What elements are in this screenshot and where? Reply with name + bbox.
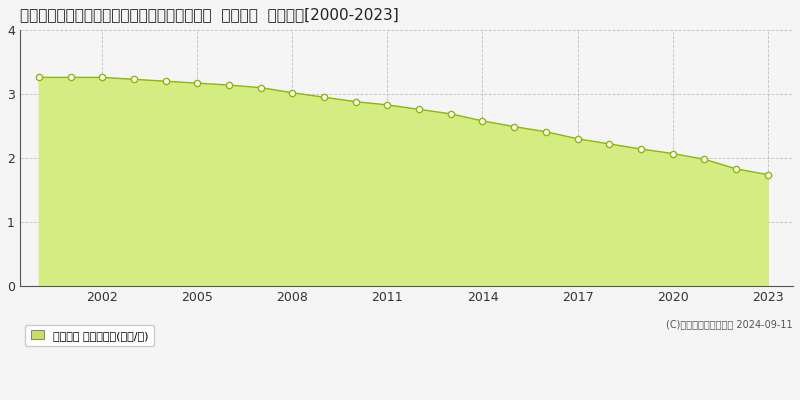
- Text: (C)土地価格ドットコム 2024-09-11: (C)土地価格ドットコム 2024-09-11: [666, 319, 793, 329]
- Text: 鹿児島県熊毛郡南種子町茎永字白木峯８０番３  地価公示  地価推移[2000-2023]: 鹿児島県熊毛郡南種子町茎永字白木峯８０番３ 地価公示 地価推移[2000-202…: [20, 7, 398, 22]
- Legend: 地価公示 平均坪単価(万円/坪): 地価公示 平均坪単価(万円/坪): [26, 325, 154, 346]
